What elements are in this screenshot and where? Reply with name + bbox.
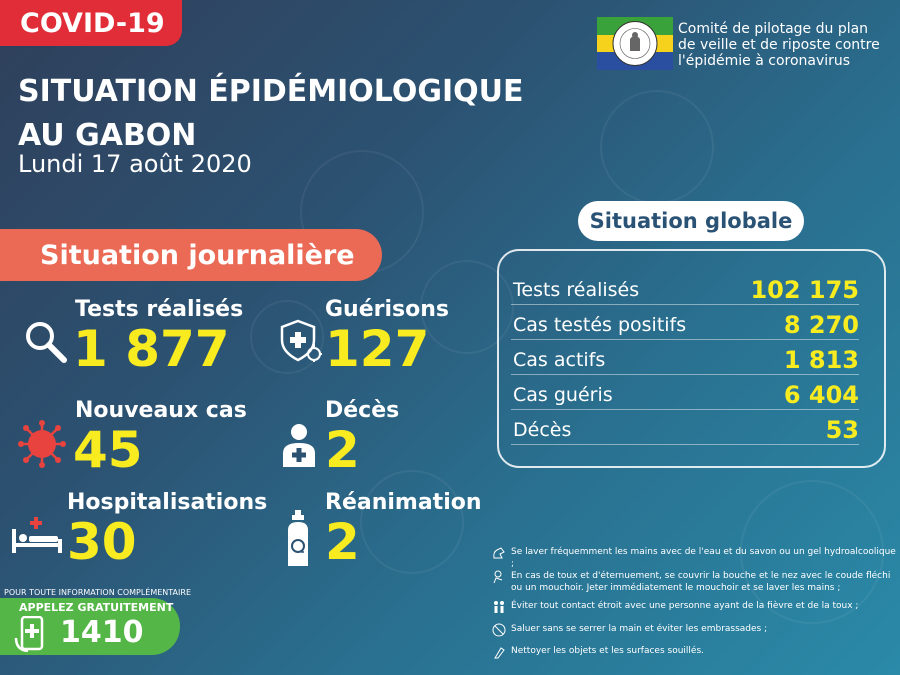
- global-recovered-label: Cas guéris: [513, 384, 613, 406]
- global-positive-label: Cas testés positifs: [513, 314, 687, 336]
- covid-tag: COVID-19: [0, 0, 182, 46]
- virus-icon: [18, 420, 66, 472]
- global-row: Cas guéris 6 404: [511, 374, 859, 410]
- daily-hospitalizations-label: Hospitalisations: [67, 490, 268, 515]
- org-line-2: de veille et de riposte contre: [678, 37, 880, 53]
- title-line-1: SITUATION ÉPIDÉMIOLOGIQUE: [18, 74, 524, 109]
- global-situation-table: Tests réalisés 102 175 Cas testés positi…: [497, 249, 886, 468]
- title-line-2: AU GABON: [18, 118, 197, 153]
- hospital-bed-icon: [10, 515, 64, 559]
- info-line: POUR TOUTE INFORMATION COMPLÉMENTAIRE: [4, 588, 191, 597]
- report-date: Lundi 17 août 2020: [18, 150, 252, 178]
- background-cell: [600, 90, 714, 204]
- distance-icon: [494, 601, 504, 613]
- global-situation-heading: Situation globale: [578, 201, 804, 241]
- handwash-icon: [493, 547, 505, 559]
- background-cell: [360, 470, 464, 574]
- global-row: Tests réalisés 102 175: [511, 269, 859, 305]
- person-cross-icon: [281, 423, 317, 471]
- global-recovered-value: 6 404: [783, 381, 859, 409]
- global-positive-value: 8 270: [783, 311, 859, 339]
- daily-tests-label: Tests réalisés: [75, 297, 244, 322]
- global-deaths-label: Décès: [513, 419, 572, 441]
- daily-new-cases-label: Nouveaux cas: [75, 398, 247, 423]
- background-cell: [420, 260, 514, 354]
- page-title: SITUATION ÉPIDÉMIOLOGIQUE AU GABON: [18, 70, 524, 158]
- global-active-value: 1 813: [783, 346, 859, 374]
- global-active-label: Cas actifs: [513, 349, 606, 371]
- daily-tests-value: 1 877: [73, 320, 230, 378]
- tip-text: Se laver fréquemment les mains avec de l…: [511, 547, 896, 569]
- org-line-3: l'épidémie à coronavirus: [678, 53, 851, 69]
- organization-name: Comité de pilotage du plan de veille et …: [678, 21, 893, 69]
- tip-text: Nettoyer les objets et les surfaces soui…: [511, 646, 704, 656]
- background-cell: [250, 300, 324, 374]
- background-cell: [740, 480, 884, 624]
- oxygen-tank-icon: [286, 510, 310, 572]
- daily-situation-heading: Situation journalière: [0, 229, 382, 281]
- hotline-number: 1410: [60, 615, 144, 650]
- daily-new-cases-value: 45: [73, 421, 143, 479]
- daily-recoveries-label: Guérisons: [325, 297, 449, 322]
- daily-recoveries-value: 127: [325, 320, 430, 378]
- org-line-1: Comité de pilotage du plan: [678, 21, 869, 37]
- global-row: Cas actifs 1 813: [511, 339, 859, 375]
- no-handshake-icon: [492, 623, 506, 637]
- global-row: Cas testés positifs 8 270: [511, 304, 859, 340]
- daily-icu-value: 2: [325, 513, 360, 571]
- tip-text: En cas de toux et d'éternuement, se couv…: [511, 571, 891, 593]
- cleaning-icon: [494, 647, 505, 659]
- global-tests-value: 102 175: [750, 276, 859, 304]
- gabon-flag-logo: [597, 17, 673, 70]
- hotline-label: APPELEZ GRATUITEMENT: [19, 601, 174, 614]
- daily-deaths-value: 2: [325, 421, 360, 479]
- hotline-badge[interactable]: APPELEZ GRATUITEMENT 1410: [0, 598, 180, 655]
- global-tests-label: Tests réalisés: [513, 279, 640, 301]
- daily-hospitalizations-value: 30: [67, 513, 137, 571]
- tip-text: Saluer sans se serrer la main et éviter …: [511, 624, 768, 634]
- magnifier-icon: [24, 320, 68, 368]
- global-deaths-value: 53: [825, 416, 859, 444]
- tip-text: Éviter tout contact étroit avec une pers…: [511, 601, 859, 611]
- global-row: Décès 53: [511, 409, 859, 445]
- phone-cross-icon: [14, 615, 48, 656]
- daily-icu-label: Réanimation: [325, 490, 482, 515]
- cough-icon: [493, 570, 503, 584]
- shield-virus-icon: [278, 318, 324, 368]
- daily-deaths-label: Décès: [325, 398, 400, 423]
